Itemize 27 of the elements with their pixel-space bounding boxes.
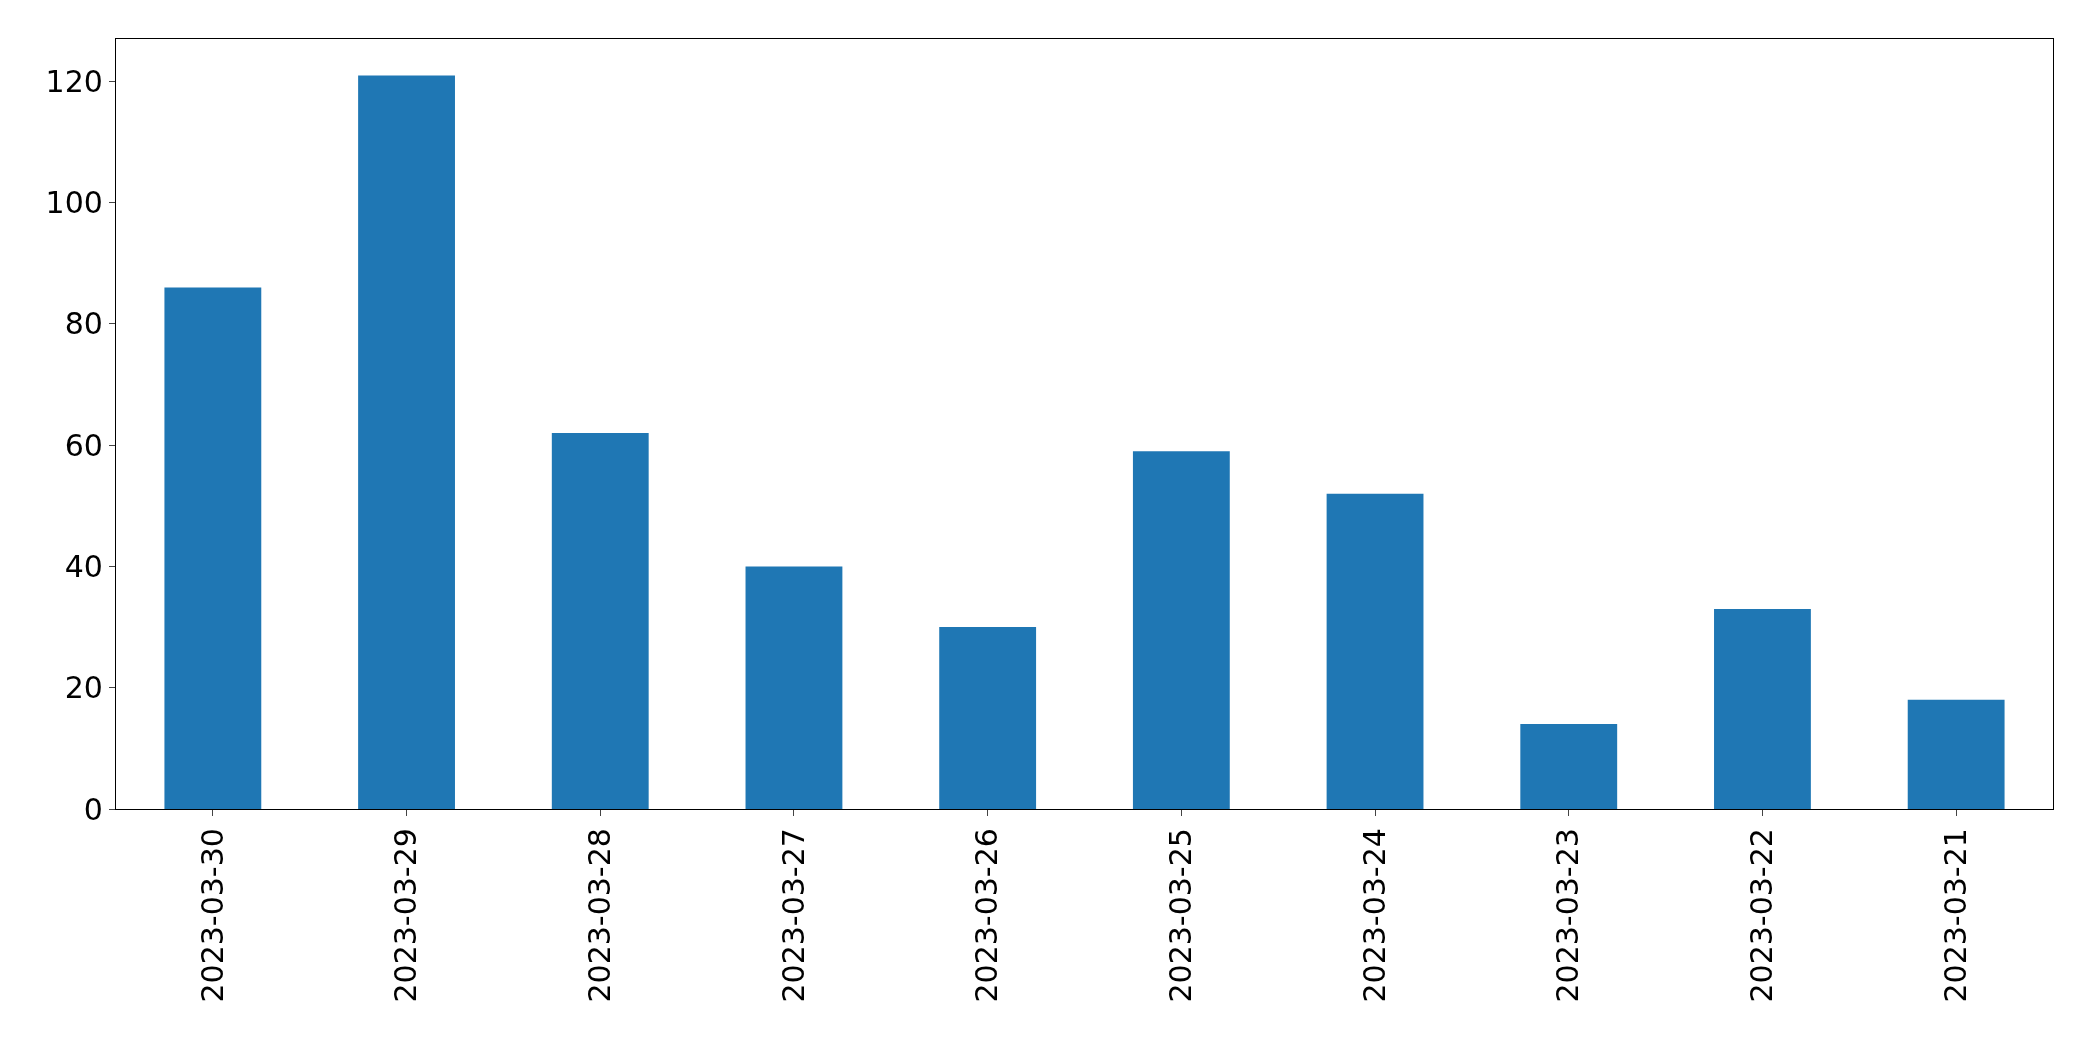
bar <box>939 627 1037 809</box>
x-tick-label: 2023-03-27 <box>775 828 811 1003</box>
x-tick-label: 2023-03-21 <box>1937 828 1973 1003</box>
y-tick-label: 40 <box>64 548 103 584</box>
y-tick-label: 20 <box>64 670 103 706</box>
bar <box>1132 451 1230 809</box>
y-tick-label: 80 <box>64 306 103 342</box>
x-tick-label: 2023-03-23 <box>1550 828 1586 1003</box>
y-tick-label: 60 <box>64 427 103 463</box>
x-tick-label: 2023-03-29 <box>388 828 424 1003</box>
y-tick-label: 100 <box>45 185 103 221</box>
bar <box>164 287 262 809</box>
x-tick-label: 2023-03-25 <box>1163 828 1199 1003</box>
bar <box>1520 724 1618 809</box>
y-tick-label: 0 <box>83 791 103 827</box>
y-tick-label: 120 <box>45 63 103 99</box>
x-tick-label: 2023-03-30 <box>194 828 230 1003</box>
x-tick-label: 2023-03-26 <box>969 828 1005 1003</box>
bar <box>1907 699 2005 809</box>
bar <box>551 433 649 809</box>
bar <box>358 75 455 809</box>
bar <box>745 566 843 809</box>
x-tick-label: 2023-03-28 <box>582 828 617 1003</box>
x-tick-label: 2023-03-22 <box>1744 828 1780 1003</box>
bar <box>1714 608 1811 809</box>
bar <box>1326 493 1424 809</box>
x-tick-label: 2023-03-24 <box>1356 828 1392 1003</box>
